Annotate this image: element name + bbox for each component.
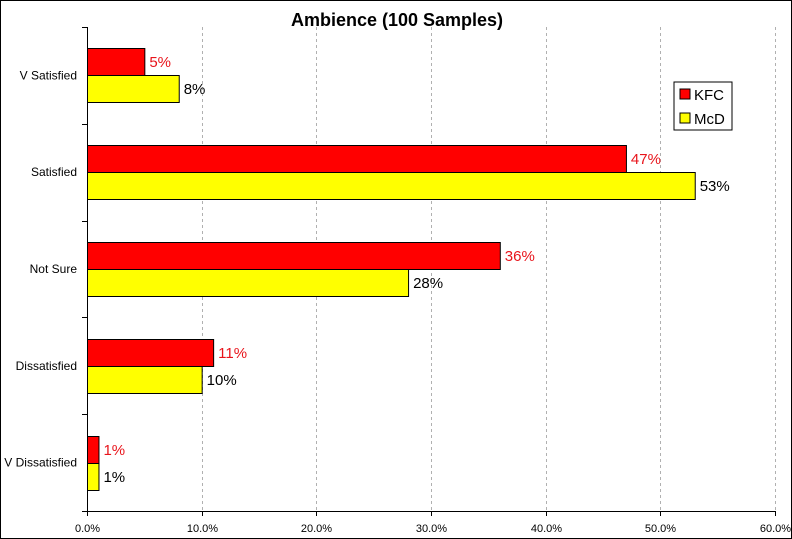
data-label-kfc: 5% bbox=[149, 54, 171, 71]
data-label-mcd: 1% bbox=[103, 469, 125, 486]
x-tick-label: 20.0% bbox=[301, 523, 332, 535]
grid bbox=[202, 27, 776, 511]
legend-label-mcd: McD bbox=[694, 111, 725, 128]
bar-kfc bbox=[87, 242, 501, 270]
chart-title: Ambience (100 Samples) bbox=[291, 10, 503, 30]
legend: KFC McD bbox=[673, 81, 733, 131]
category-label: Not Sure bbox=[30, 262, 78, 276]
category-label: V Satisfied bbox=[20, 68, 77, 82]
x-tick-label: 60.0% bbox=[760, 523, 791, 535]
data-label-mcd: 53% bbox=[700, 178, 730, 195]
bar-mcd bbox=[87, 269, 410, 297]
category-label: V Dissatisfied bbox=[4, 456, 77, 470]
bars bbox=[87, 48, 696, 491]
legend-swatch-kfc bbox=[679, 88, 691, 100]
data-label-mcd: 10% bbox=[207, 372, 237, 389]
data-labels: 5% 8% 47% 53% 36% 28% 11% 10% 1% 1% bbox=[103, 54, 729, 486]
x-tick-label: 40.0% bbox=[531, 523, 562, 535]
category-label: Satisfied bbox=[31, 165, 77, 179]
axes: 0.0% 10.0% 20.0% 30.0% 40.0% 50.0% 60.0% V Sati… bbox=[4, 27, 791, 535]
data-label-kfc: 11% bbox=[218, 345, 247, 362]
data-label-mcd: 28% bbox=[413, 275, 443, 292]
data-label-mcd: 8% bbox=[184, 81, 206, 98]
data-label-kfc: 47% bbox=[631, 151, 661, 168]
data-label-kfc: 36% bbox=[505, 248, 535, 265]
bar-kfc bbox=[87, 436, 100, 464]
legend-swatch-mcd bbox=[679, 112, 691, 124]
x-tick-label: 50.0% bbox=[645, 523, 676, 535]
bar-mcd bbox=[87, 463, 100, 491]
bar-kfc bbox=[87, 48, 146, 76]
bar-mcd bbox=[87, 75, 180, 103]
bar-kfc bbox=[87, 339, 215, 367]
x-tick-label: 0.0% bbox=[75, 523, 100, 535]
data-label-kfc: 1% bbox=[103, 442, 125, 459]
bar-kfc bbox=[87, 145, 627, 173]
bar-mcd bbox=[87, 172, 696, 200]
category-label: Dissatisfied bbox=[16, 359, 77, 373]
bar-mcd bbox=[87, 366, 203, 394]
legend-label-kfc: KFC bbox=[694, 87, 724, 104]
x-tick-label: 10.0% bbox=[187, 523, 218, 535]
x-tick-label: 30.0% bbox=[416, 523, 447, 535]
